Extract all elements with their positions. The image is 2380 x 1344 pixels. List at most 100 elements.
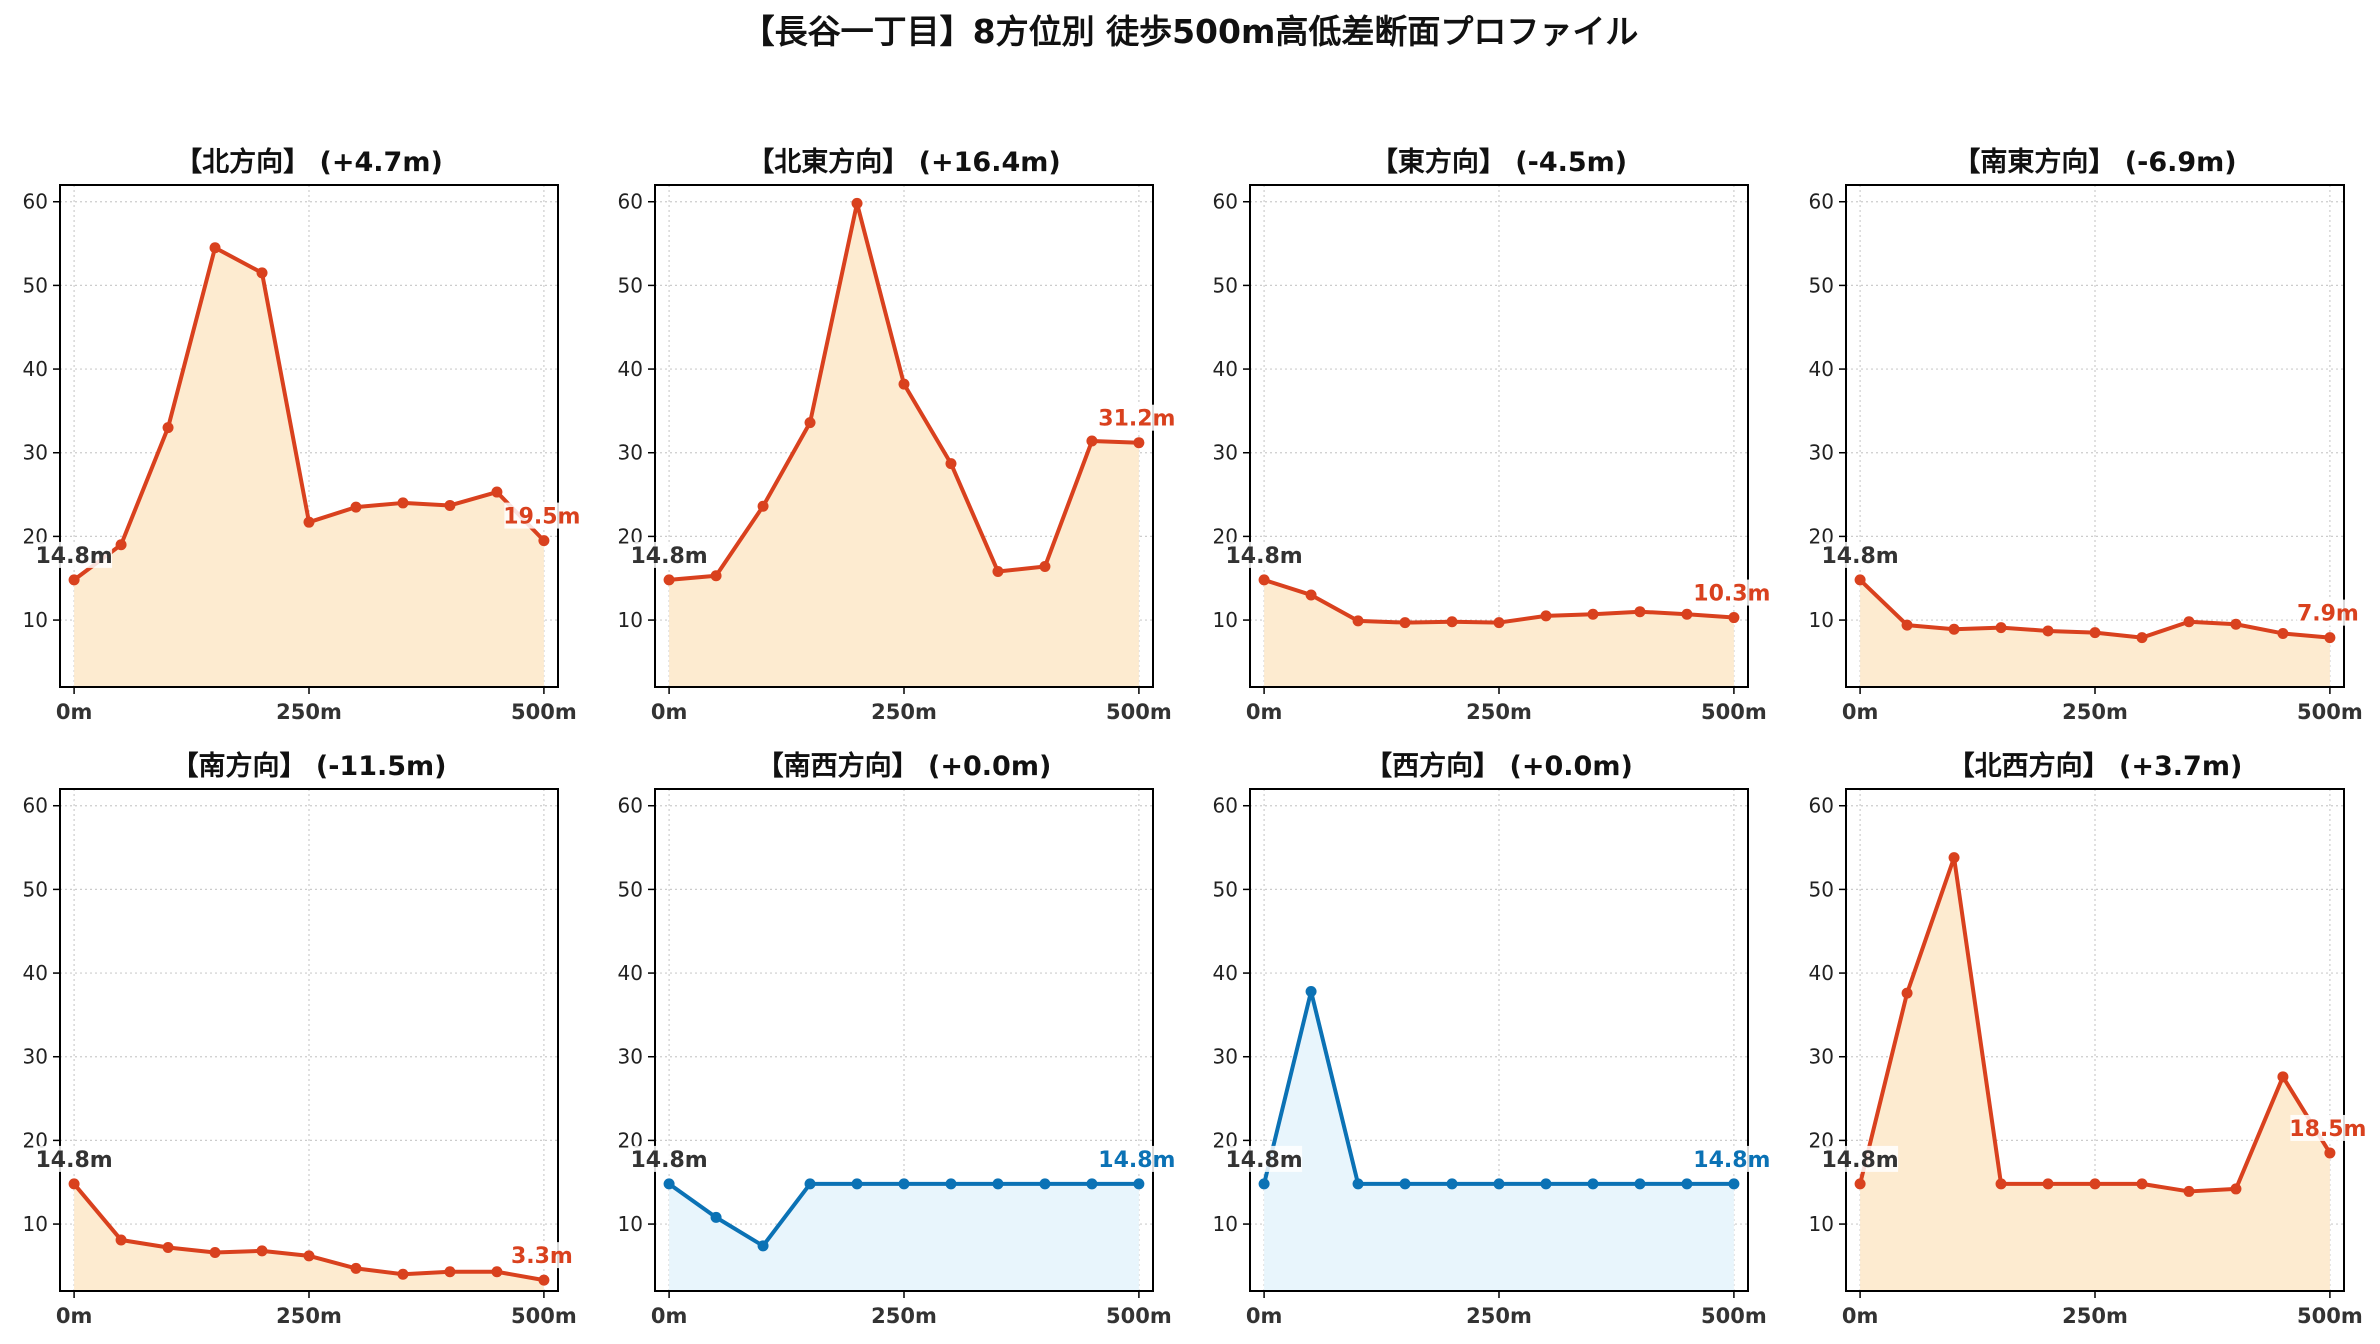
data-point bbox=[804, 1178, 816, 1190]
y-tick-label: 60 bbox=[1213, 190, 1238, 214]
y-tick-label: 60 bbox=[1213, 794, 1238, 818]
x-tick-label: 0m bbox=[651, 1304, 688, 1328]
start-label-bg bbox=[631, 541, 708, 568]
y-tick-label: 10 bbox=[618, 1212, 643, 1236]
start-label-bg bbox=[1226, 541, 1303, 568]
x-tick-label: 250m bbox=[871, 700, 937, 724]
data-point bbox=[1948, 623, 1960, 635]
end-label-bg bbox=[510, 1242, 573, 1269]
y-tick-label: 40 bbox=[23, 357, 48, 381]
x-tick-label: 0m bbox=[1842, 700, 1879, 724]
data-point bbox=[303, 1250, 315, 1262]
data-point bbox=[1493, 617, 1505, 629]
data-point bbox=[1901, 619, 1913, 631]
data-point bbox=[350, 501, 362, 513]
data-point bbox=[2324, 632, 2336, 644]
start-label: 14.8m bbox=[1821, 544, 1898, 569]
data-point bbox=[491, 1266, 503, 1278]
start-label: 14.8m bbox=[1225, 1148, 1302, 1173]
x-tick-label: 250m bbox=[871, 1304, 937, 1328]
data-point bbox=[209, 1247, 221, 1259]
y-tick-label: 30 bbox=[1809, 1045, 1834, 1069]
data-point bbox=[1258, 574, 1270, 586]
subplot-title: 【南東方向】 (-6.9m) bbox=[1953, 146, 2236, 178]
data-point bbox=[1446, 1178, 1458, 1190]
y-tick-label: 60 bbox=[23, 794, 48, 818]
data-point bbox=[2324, 1147, 2336, 1159]
x-tick-label: 0m bbox=[1246, 1304, 1283, 1328]
subplot-title: 【東方向】 (-4.5m) bbox=[1371, 146, 1627, 178]
start-label-bg bbox=[36, 1145, 113, 1172]
data-point bbox=[303, 516, 315, 528]
y-tick-label: 40 bbox=[1213, 961, 1238, 985]
y-tick-label: 10 bbox=[1809, 1212, 1834, 1236]
y-tick-label: 10 bbox=[618, 608, 643, 632]
end-label-bg bbox=[1694, 1145, 1770, 1172]
y-tick-label: 60 bbox=[1809, 794, 1834, 818]
data-point bbox=[2230, 1183, 2242, 1195]
data-point bbox=[2277, 1071, 2289, 1083]
x-tick-label: 500m bbox=[1701, 700, 1767, 724]
y-tick-label: 50 bbox=[1809, 877, 1834, 901]
end-label-bg bbox=[504, 502, 580, 529]
data-point bbox=[1446, 616, 1458, 628]
start-label: 14.8m bbox=[35, 1148, 112, 1173]
data-point bbox=[1258, 1178, 1270, 1190]
end-label: 14.8m bbox=[1693, 1148, 1770, 1173]
y-tick-label: 60 bbox=[1809, 190, 1834, 214]
end-label-bg bbox=[2296, 599, 2359, 626]
data-point bbox=[538, 535, 550, 547]
subplot-title: 【西方向】 (+0.0m) bbox=[1365, 750, 1633, 782]
x-tick-label: 250m bbox=[1466, 700, 1532, 724]
end-label: 3.3m bbox=[511, 1244, 573, 1269]
data-point bbox=[2042, 1178, 2054, 1190]
data-point bbox=[115, 539, 127, 551]
end-label: 31.2m bbox=[1098, 407, 1175, 432]
data-point bbox=[1039, 561, 1051, 573]
data-point bbox=[898, 1178, 910, 1190]
data-point bbox=[2136, 1178, 2148, 1190]
x-tick-label: 500m bbox=[1106, 700, 1172, 724]
data-point bbox=[2089, 627, 2101, 639]
data-point bbox=[1399, 617, 1411, 629]
subplot-title: 【南西方向】 (+0.0m) bbox=[757, 750, 1052, 782]
data-point bbox=[2230, 618, 2242, 630]
x-tick-label: 500m bbox=[2297, 700, 2363, 724]
data-point bbox=[663, 1178, 675, 1190]
data-point bbox=[491, 486, 503, 498]
area-fill bbox=[1264, 579, 1734, 687]
x-tick-label: 500m bbox=[1701, 1304, 1767, 1328]
end-label-bg bbox=[1099, 404, 1175, 431]
y-tick-label: 10 bbox=[1213, 1212, 1238, 1236]
start-label: 14.8m bbox=[35, 544, 112, 569]
data-point bbox=[2183, 616, 2195, 628]
y-tick-label: 40 bbox=[23, 961, 48, 985]
data-point bbox=[1133, 1178, 1145, 1190]
data-point bbox=[1133, 437, 1145, 449]
y-tick-label: 30 bbox=[1213, 441, 1238, 465]
x-tick-label: 500m bbox=[2297, 1304, 2363, 1328]
data-point bbox=[209, 242, 221, 254]
y-tick-label: 10 bbox=[1213, 608, 1238, 632]
data-point bbox=[804, 417, 816, 429]
x-tick-label: 500m bbox=[1106, 1304, 1172, 1328]
area-fill bbox=[1860, 857, 2330, 1291]
subplot-title: 【南方向】 (-11.5m) bbox=[171, 750, 446, 782]
y-tick-label: 40 bbox=[1809, 961, 1834, 985]
y-tick-label: 30 bbox=[23, 1045, 48, 1069]
x-tick-label: 250m bbox=[276, 700, 342, 724]
data-point bbox=[1352, 1178, 1364, 1190]
start-label-bg bbox=[1822, 1145, 1899, 1172]
data-point bbox=[1540, 1178, 1552, 1190]
data-point bbox=[444, 499, 456, 511]
data-point bbox=[1728, 612, 1740, 624]
data-point bbox=[1681, 1178, 1693, 1190]
x-tick-label: 500m bbox=[511, 1304, 577, 1328]
